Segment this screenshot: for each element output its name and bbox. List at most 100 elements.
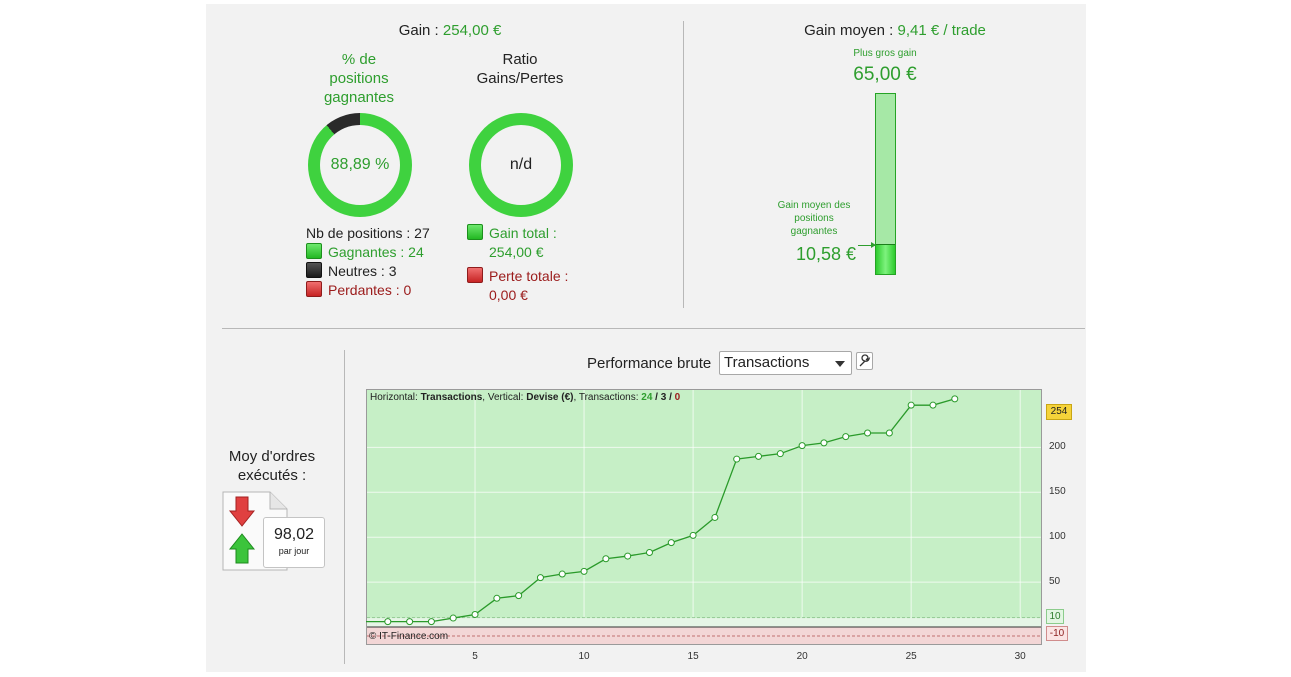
loss-total-value: 0,00 €: [489, 287, 528, 303]
ratio-title-line: Ratio: [502, 51, 538, 68]
lower-threshold-badge: -10: [1046, 626, 1068, 641]
header-sep: /: [666, 392, 675, 403]
data-point: [907, 401, 915, 409]
data-point: [624, 552, 632, 560]
data-point: [711, 513, 719, 521]
y-tick-label: 150: [1049, 486, 1066, 498]
x-tick-label: 20: [796, 651, 808, 662]
x-tick-label: 30: [1014, 651, 1026, 662]
header-v-label: , Vertical:: [482, 392, 524, 403]
data-point: [929, 401, 937, 409]
data-point: [558, 570, 566, 578]
header-t-label: , Transactions:: [573, 392, 639, 403]
orders-title-line: Moy d'ordres: [228, 448, 316, 465]
green-swatch-icon: [306, 243, 322, 259]
red-swatch-icon: [306, 281, 322, 297]
data-point: [689, 531, 697, 539]
data-point: [885, 429, 893, 437]
loss-total-label: Perte totale :: [489, 268, 569, 284]
green-swatch-icon: [467, 224, 483, 240]
data-point: [471, 610, 479, 618]
data-point: [755, 452, 763, 460]
gauge-fill: [876, 244, 895, 274]
avg-winning-line: gagnantes: [790, 226, 838, 237]
legend-losers: Perdantes : 0: [306, 281, 430, 300]
copyright: © IT-Finance.com: [369, 631, 449, 642]
divider-vertical-top: [683, 21, 684, 308]
losers-text: Perdantes : 0: [328, 282, 412, 298]
data-point: [645, 548, 653, 556]
winning-positions-donut: 88,89 %: [308, 113, 412, 217]
totals-legend: Gain total : 254,00 € Perte totale : 0,0…: [467, 224, 568, 305]
avg-winning-line: positions: [794, 213, 834, 224]
x-tick-label: 5: [472, 651, 478, 662]
performance-chart: Horizontal: Transactions, Vertical: Devi…: [366, 389, 1042, 645]
divider-horizontal: [222, 328, 1085, 329]
data-point: [406, 618, 414, 626]
y-tick-label: 100: [1049, 531, 1066, 543]
header-t-loss: 0: [674, 392, 681, 403]
data-point: [602, 555, 610, 563]
ratio-title-line: Gains/Pertes: [476, 70, 564, 87]
avg-gain-label: Gain moyen :: [804, 22, 894, 39]
data-point: [384, 618, 392, 626]
orders-value: 98,02: [273, 526, 315, 543]
divider-vertical-bottom: [344, 350, 345, 664]
header-h-label: Horizontal:: [370, 392, 418, 403]
orders-title: Moy d'ordres exécutés :: [212, 447, 332, 485]
loss-total: Perte totale :: [467, 267, 568, 286]
last-value-badge: 254: [1046, 404, 1072, 420]
orders-title-line: exécutés :: [237, 467, 307, 484]
data-point: [667, 539, 675, 547]
chevron-down-icon: [835, 361, 845, 367]
gain-total-label: Gain total :: [489, 225, 557, 241]
perf-label: Performance brute: [587, 355, 712, 372]
x-tick-label: 15: [687, 651, 699, 662]
gain-gauge: [875, 93, 896, 275]
x-tick-label: 10: [578, 651, 590, 662]
avg-gain-value: 9,41 € / trade: [897, 22, 986, 39]
ratio-value: n/d: [481, 125, 561, 205]
ratio-donut: n/d: [469, 113, 573, 217]
header-h-value: Transactions: [420, 392, 483, 403]
settings-button[interactable]: [856, 352, 873, 370]
data-point: [449, 614, 457, 622]
biggest-gain-label: Plus gros gain: [853, 48, 917, 59]
data-point: [951, 395, 959, 403]
orders-value-box: 98,02 par jour: [263, 517, 325, 568]
header-t-win: 24: [641, 392, 653, 403]
pct-title-line: gagnantes: [323, 89, 395, 106]
biggest-gain-value: 65,00 €: [853, 64, 917, 85]
orders-unit: par jour: [278, 546, 310, 556]
avg-winning-line: Gain moyen des: [777, 200, 851, 211]
avg-gain-header: Gain moyen : 9,41 € / trade: [740, 22, 1050, 39]
gauge-arrow-icon: [858, 242, 876, 248]
data-point: [536, 574, 544, 582]
gain-total: Gain total :: [467, 224, 568, 243]
winners-text: Gagnantes : 24: [328, 244, 424, 260]
gain-label: Gain :: [398, 22, 439, 39]
red-swatch-icon: [467, 267, 483, 283]
y-tick-label: 200: [1049, 441, 1066, 453]
data-point: [733, 455, 741, 463]
data-point: [864, 429, 872, 437]
data-point: [515, 592, 523, 600]
performance-select[interactable]: Transactions: [719, 351, 852, 375]
performance-select-value: Transactions: [724, 354, 810, 371]
legend-neutral: Neutres : 3: [306, 262, 430, 281]
avg-winning-value: 10,58 €: [795, 244, 856, 264]
chart-header: Horizontal: Transactions, Vertical: Devi…: [370, 392, 680, 403]
wrench-icon: [859, 354, 871, 367]
donut-percentage-value: 88,89 %: [320, 125, 400, 205]
positions-total: Nb de positions : 27: [306, 225, 430, 241]
chart-svg: [366, 389, 1042, 645]
neutral-text: Neutres : 3: [328, 263, 397, 279]
y-tick-label: 50: [1049, 576, 1061, 588]
data-point: [493, 594, 501, 602]
data-point: [820, 439, 828, 447]
black-swatch-icon: [306, 262, 322, 278]
data-point: [580, 567, 588, 575]
positions-legend: Nb de positions : 27 Gagnantes : 24 Neut…: [306, 224, 430, 300]
data-point: [798, 442, 806, 450]
header-sep: /: [652, 392, 661, 403]
